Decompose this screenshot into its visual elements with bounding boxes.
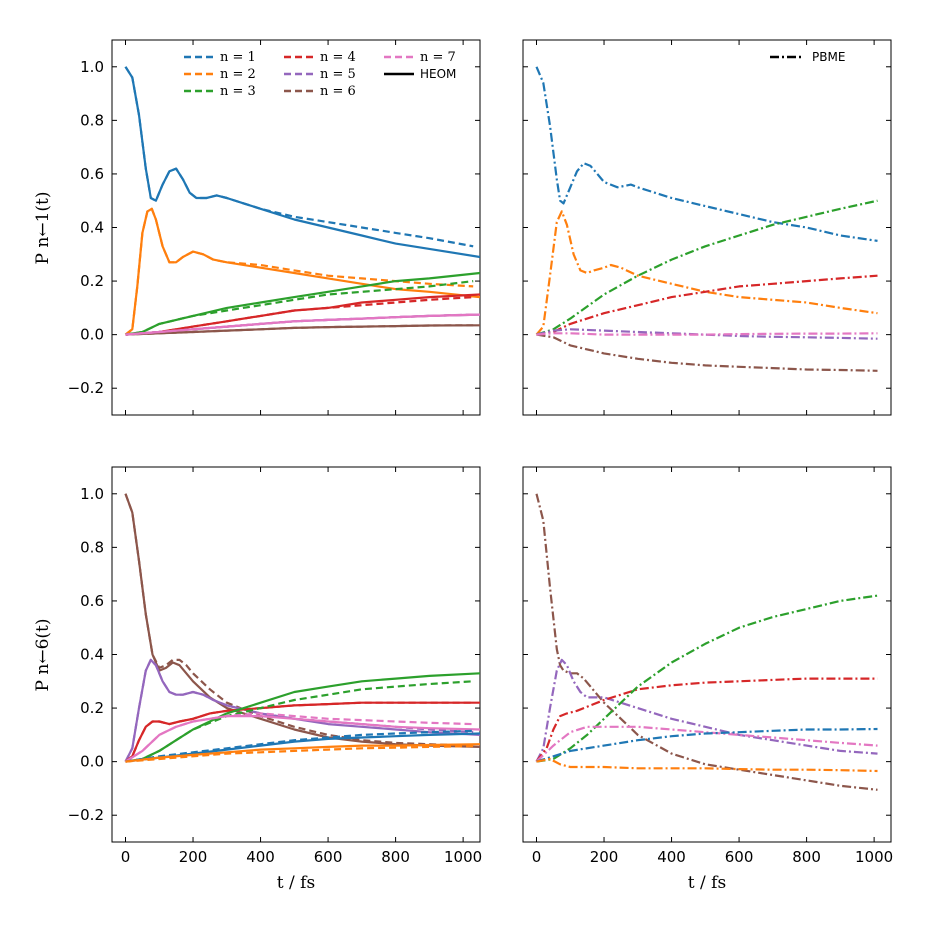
y-tick-label: 0.4 <box>80 646 104 664</box>
panel-plot-top-right <box>535 66 878 372</box>
y-tick-label: −0.2 <box>68 806 104 824</box>
y-tick-label: −0.2 <box>68 379 104 397</box>
series-line-n3-dashdot <box>536 594 878 763</box>
legend-label-n5: n = 5 <box>320 67 356 82</box>
legend-left: n = 1 n = 2 n = 3 n = 4 n = 5 n = 6 n = … <box>184 50 456 99</box>
x-tick-label: 1000 <box>855 848 893 866</box>
series-line-n1-dashdot <box>536 727 878 763</box>
legend-label-heom: HEOM <box>420 67 456 81</box>
x-tick-label: 1000 <box>444 848 482 866</box>
series-line-n6-dashdot <box>536 333 878 372</box>
series-line-n6-dashdot <box>535 493 878 791</box>
series-line-n2-dashdot <box>535 210 878 336</box>
legend-label-n2: n = 2 <box>220 67 256 82</box>
tick-layer: −0.2 0.0 0.2 0.4 0.6 0.8 1.0 0 200 400 600 800 1000 −… <box>68 40 893 866</box>
series-line-n7-dashdot <box>536 332 878 336</box>
series-line-n5-dashdot <box>535 658 878 763</box>
panel-plot-bottom-right <box>535 493 878 791</box>
series-line-n2-dashed <box>125 745 474 763</box>
series-line-n3-dashdot <box>536 199 878 336</box>
series-line-n4-dashed <box>124 701 474 763</box>
series-line-n6-solid <box>124 493 480 748</box>
y-tick-label: 0.0 <box>80 753 104 771</box>
legend-label-pbme: PBME <box>812 50 845 64</box>
series-line-n1-dashed <box>124 66 474 248</box>
y-tick-label: 0.8 <box>80 538 104 556</box>
x-tick-label: 0 <box>121 848 131 866</box>
series-line-n6-dashed <box>125 324 474 336</box>
x-tick-label: 200 <box>179 848 208 866</box>
series-line-n1-dashed <box>125 729 474 763</box>
y-axis-title-bottom: P n←6(t) <box>33 619 53 692</box>
series-line-n2-dashdot <box>536 757 878 773</box>
y-tick-label: 0.4 <box>80 219 104 237</box>
series-line-n5-dashdot <box>536 328 878 340</box>
x-axis-title-left: t / fs <box>277 873 315 893</box>
series-line-n4-dashdot <box>535 677 878 763</box>
legend-label-n1: n = 1 <box>220 50 256 65</box>
y-tick-label: 1.0 <box>80 485 104 503</box>
series-line-n7-dashed <box>125 313 474 336</box>
series-line-n3-solid <box>125 271 480 336</box>
panel-plot-top-left <box>124 66 480 336</box>
y-tick-label: 0.0 <box>80 326 104 344</box>
y-tick-label: 1.0 <box>80 58 104 76</box>
y-tick-label: 0.2 <box>80 272 104 290</box>
series-line-n3-dashed <box>125 680 474 763</box>
series-line-n3-dashed <box>125 280 474 336</box>
y-tick-label: 0.6 <box>80 592 104 610</box>
series-line-n4-dashed <box>125 296 474 336</box>
x-tick-label: 800 <box>792 848 821 866</box>
series-line-n1-dashdot <box>535 66 878 242</box>
series-line-n7-solid <box>124 714 480 763</box>
x-tick-label: 400 <box>246 848 275 866</box>
series-line-n7-dashdot <box>535 725 878 763</box>
legend-label-n7: n = 7 <box>420 50 456 65</box>
panel-frame-bottom-left <box>111 466 481 843</box>
panel-plot-bottom-left <box>124 493 480 763</box>
panel-frame-bottom-right <box>522 466 892 843</box>
series-line-n4-dashdot <box>536 274 878 336</box>
series-line-n1-solid <box>124 66 480 259</box>
series-line-n6-dashed <box>124 493 474 747</box>
x-tick-label: 400 <box>657 848 686 866</box>
x-axis-title-right: t / fs <box>688 873 726 893</box>
legend-right: PBME <box>770 50 845 64</box>
y-axis-title-top: P n←1(t) <box>33 192 53 265</box>
legend-label-n3: n = 3 <box>220 84 256 99</box>
y-tick-label: 0.6 <box>80 165 104 183</box>
panel-frame-top-right <box>522 39 892 416</box>
x-tick-label: 800 <box>381 848 410 866</box>
panel-frame-top-left <box>111 39 481 416</box>
series-line-n2-dashed <box>124 207 474 336</box>
legend-label-n4: n = 4 <box>320 50 356 65</box>
series-line-n7-dashed <box>124 712 474 763</box>
x-tick-label: 0 <box>532 848 542 866</box>
series-line-n2-solid <box>125 743 480 763</box>
series-line-n5-dashed <box>124 658 474 763</box>
x-tick-label: 600 <box>725 848 754 866</box>
y-tick-label: 0.2 <box>80 699 104 717</box>
plot-layer <box>124 66 878 791</box>
x-tick-label: 200 <box>590 848 619 866</box>
x-tick-label: 600 <box>314 848 343 866</box>
legend-label-n6: n = 6 <box>320 84 356 99</box>
y-tick-label: 0.8 <box>80 111 104 129</box>
